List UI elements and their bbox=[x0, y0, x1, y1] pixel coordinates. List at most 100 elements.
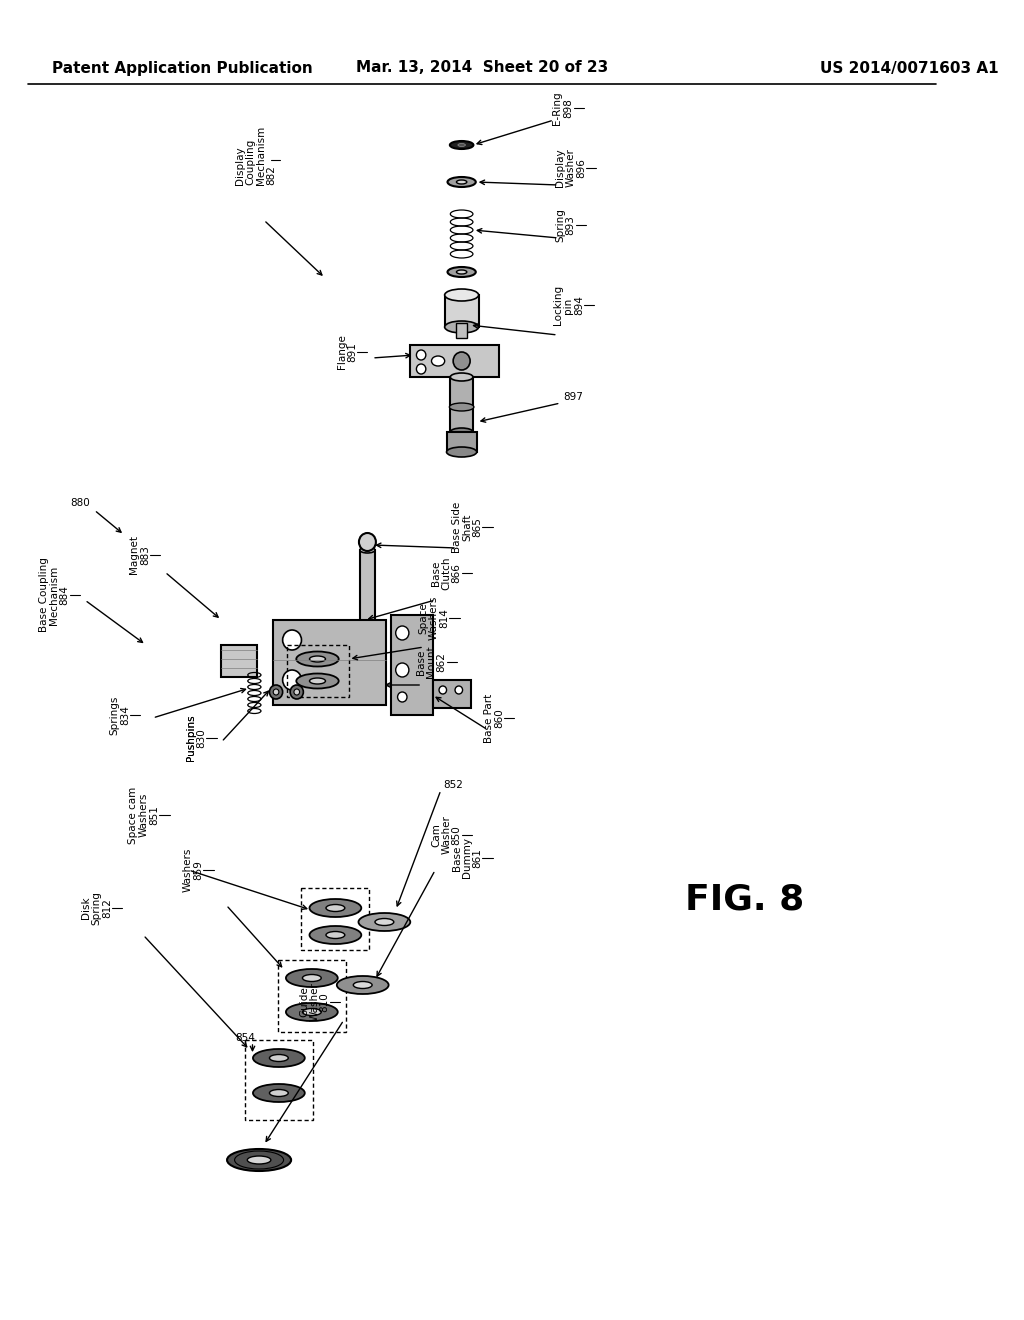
Text: Mar. 13, 2014  Sheet 20 of 23: Mar. 13, 2014 Sheet 20 of 23 bbox=[356, 61, 608, 75]
Ellipse shape bbox=[359, 546, 375, 553]
Ellipse shape bbox=[309, 899, 361, 917]
Text: 880: 880 bbox=[71, 498, 90, 508]
Text: pin: pin bbox=[564, 296, 573, 314]
Text: 884: 884 bbox=[59, 585, 70, 605]
Circle shape bbox=[269, 685, 283, 700]
Bar bbox=[245, 1040, 312, 1119]
Text: 850: 850 bbox=[452, 825, 462, 845]
Ellipse shape bbox=[309, 656, 326, 663]
Text: 861: 861 bbox=[472, 847, 482, 869]
Ellipse shape bbox=[326, 932, 345, 939]
Text: 860: 860 bbox=[494, 708, 504, 727]
FancyBboxPatch shape bbox=[391, 615, 433, 715]
Text: Base: Base bbox=[431, 560, 441, 586]
Circle shape bbox=[359, 533, 376, 550]
Text: Pushpins: Pushpins bbox=[186, 714, 196, 762]
Ellipse shape bbox=[444, 289, 478, 301]
Text: Cam: Cam bbox=[431, 824, 441, 847]
Text: Coupling: Coupling bbox=[246, 139, 256, 185]
FancyBboxPatch shape bbox=[359, 550, 375, 640]
Text: Locking: Locking bbox=[553, 285, 563, 325]
Ellipse shape bbox=[286, 1003, 338, 1020]
Circle shape bbox=[283, 671, 301, 690]
Text: Base Part: Base Part bbox=[483, 693, 494, 743]
Text: Mount: Mount bbox=[426, 645, 436, 678]
Ellipse shape bbox=[286, 969, 338, 987]
Ellipse shape bbox=[302, 1008, 322, 1015]
Bar bbox=[278, 960, 346, 1032]
FancyBboxPatch shape bbox=[433, 680, 471, 708]
Circle shape bbox=[455, 686, 463, 694]
Text: Magnet: Magnet bbox=[129, 536, 139, 574]
Text: Mechanism: Mechanism bbox=[49, 565, 59, 624]
Circle shape bbox=[395, 626, 409, 640]
Text: US 2014/0071603 A1: US 2014/0071603 A1 bbox=[819, 61, 998, 75]
Circle shape bbox=[290, 685, 303, 700]
Text: Washers: Washers bbox=[429, 595, 439, 640]
Text: 896: 896 bbox=[575, 158, 586, 178]
Text: 882: 882 bbox=[266, 165, 276, 185]
Ellipse shape bbox=[444, 321, 478, 333]
Text: Base: Base bbox=[452, 845, 462, 871]
Text: Washer: Washer bbox=[441, 816, 452, 854]
Ellipse shape bbox=[457, 271, 467, 275]
Ellipse shape bbox=[248, 1156, 271, 1164]
Text: 883: 883 bbox=[140, 545, 150, 565]
Text: Guide: Guide bbox=[299, 986, 309, 1018]
Circle shape bbox=[439, 686, 446, 694]
Ellipse shape bbox=[309, 927, 361, 944]
Ellipse shape bbox=[451, 428, 473, 436]
Ellipse shape bbox=[296, 673, 339, 689]
Ellipse shape bbox=[446, 447, 477, 457]
Circle shape bbox=[283, 630, 301, 649]
Text: Base: Base bbox=[416, 649, 426, 675]
Ellipse shape bbox=[353, 982, 372, 989]
FancyBboxPatch shape bbox=[444, 294, 478, 327]
Text: Display: Display bbox=[555, 149, 565, 187]
Text: 893: 893 bbox=[565, 215, 575, 235]
Circle shape bbox=[454, 352, 470, 370]
Text: FIG. 8: FIG. 8 bbox=[685, 883, 804, 917]
FancyBboxPatch shape bbox=[410, 345, 500, 378]
Text: Washer: Washer bbox=[309, 982, 319, 1022]
Text: Springs: Springs bbox=[110, 696, 120, 735]
Ellipse shape bbox=[309, 678, 326, 684]
Text: Clutch: Clutch bbox=[441, 556, 452, 590]
Ellipse shape bbox=[337, 975, 389, 994]
Ellipse shape bbox=[302, 974, 322, 982]
Text: Shaft: Shaft bbox=[462, 513, 472, 541]
Bar bbox=[456, 323, 467, 338]
Circle shape bbox=[294, 689, 300, 696]
Text: Spring: Spring bbox=[92, 891, 101, 925]
Text: 814: 814 bbox=[439, 609, 450, 628]
Text: 866: 866 bbox=[452, 564, 462, 583]
Bar bbox=[301, 888, 370, 950]
Ellipse shape bbox=[326, 904, 345, 912]
Text: 898: 898 bbox=[564, 98, 573, 117]
Text: Dummy: Dummy bbox=[462, 837, 472, 879]
Text: 865: 865 bbox=[472, 517, 482, 537]
Ellipse shape bbox=[358, 913, 411, 931]
Text: 830: 830 bbox=[197, 729, 206, 748]
Circle shape bbox=[417, 350, 426, 360]
FancyBboxPatch shape bbox=[451, 378, 473, 432]
Circle shape bbox=[273, 689, 279, 696]
Circle shape bbox=[397, 692, 407, 702]
Text: 812: 812 bbox=[102, 898, 112, 917]
Text: 859: 859 bbox=[194, 861, 204, 880]
Circle shape bbox=[395, 663, 409, 677]
Text: Washers: Washers bbox=[139, 793, 148, 837]
Ellipse shape bbox=[457, 180, 467, 183]
Ellipse shape bbox=[451, 374, 473, 381]
Ellipse shape bbox=[431, 356, 444, 366]
Text: 897: 897 bbox=[563, 392, 584, 403]
Text: Display: Display bbox=[236, 147, 245, 185]
Text: 851: 851 bbox=[150, 805, 159, 825]
Text: Mechanism: Mechanism bbox=[256, 125, 266, 185]
Text: Spring: Spring bbox=[555, 209, 565, 242]
Text: 854: 854 bbox=[236, 1034, 255, 1043]
Text: 894: 894 bbox=[574, 296, 584, 315]
Text: Flange: Flange bbox=[337, 334, 347, 370]
Ellipse shape bbox=[447, 267, 476, 277]
FancyBboxPatch shape bbox=[446, 432, 477, 451]
